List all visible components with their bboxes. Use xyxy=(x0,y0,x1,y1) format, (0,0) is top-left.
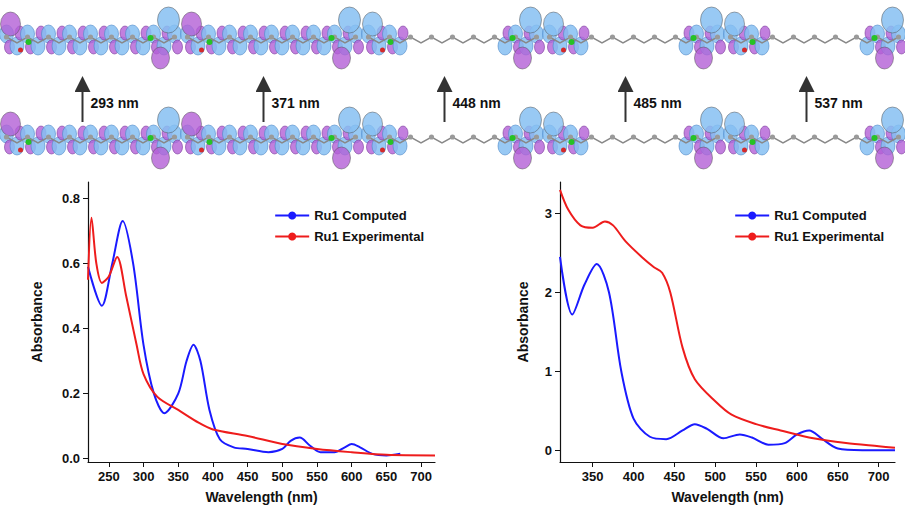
svg-text:Wavelength (nm): Wavelength (nm) xyxy=(205,489,317,505)
svg-text:537 nm: 537 nm xyxy=(815,95,863,111)
svg-text:485 nm: 485 nm xyxy=(634,95,682,111)
svg-text:Absorbance: Absorbance xyxy=(515,281,531,362)
svg-text:0.2: 0.2 xyxy=(62,386,80,401)
svg-text:0.8: 0.8 xyxy=(62,191,80,206)
svg-text:400: 400 xyxy=(202,469,224,484)
svg-text:Ru1 Computed: Ru1 Computed xyxy=(774,208,867,223)
svg-text:500: 500 xyxy=(704,469,726,484)
svg-text:300: 300 xyxy=(133,469,155,484)
svg-text:450: 450 xyxy=(664,469,686,484)
svg-text:Ru1 Computed: Ru1 Computed xyxy=(314,208,407,223)
svg-text:350: 350 xyxy=(167,469,189,484)
svg-text:700: 700 xyxy=(410,469,432,484)
svg-text:400: 400 xyxy=(623,469,645,484)
svg-text:550: 550 xyxy=(306,469,328,484)
svg-text:450: 450 xyxy=(237,469,259,484)
svg-text:600: 600 xyxy=(341,469,363,484)
svg-text:350: 350 xyxy=(582,469,604,484)
svg-text:2: 2 xyxy=(545,285,552,300)
svg-text:650: 650 xyxy=(376,469,398,484)
svg-text:0.6: 0.6 xyxy=(62,256,80,271)
svg-text:550: 550 xyxy=(745,469,767,484)
svg-text:Absorbance: Absorbance xyxy=(29,281,45,362)
svg-text:0: 0 xyxy=(545,443,552,458)
svg-text:1: 1 xyxy=(545,364,552,379)
svg-text:293 nm: 293 nm xyxy=(91,95,139,111)
svg-text:600: 600 xyxy=(786,469,808,484)
svg-text:Ru1 Experimental: Ru1 Experimental xyxy=(314,229,424,244)
svg-text:3: 3 xyxy=(545,206,552,221)
svg-text:250: 250 xyxy=(98,469,120,484)
svg-text:Wavelength (nm): Wavelength (nm) xyxy=(671,489,783,505)
svg-text:700: 700 xyxy=(868,469,890,484)
svg-text:Ru1 Experimental: Ru1 Experimental xyxy=(774,229,884,244)
svg-text:371 nm: 371 nm xyxy=(272,95,320,111)
svg-text:0.4: 0.4 xyxy=(62,321,81,336)
svg-text:448 nm: 448 nm xyxy=(453,95,501,111)
svg-text:0.0: 0.0 xyxy=(62,451,80,466)
svg-text:500: 500 xyxy=(271,469,293,484)
svg-text:650: 650 xyxy=(827,469,849,484)
